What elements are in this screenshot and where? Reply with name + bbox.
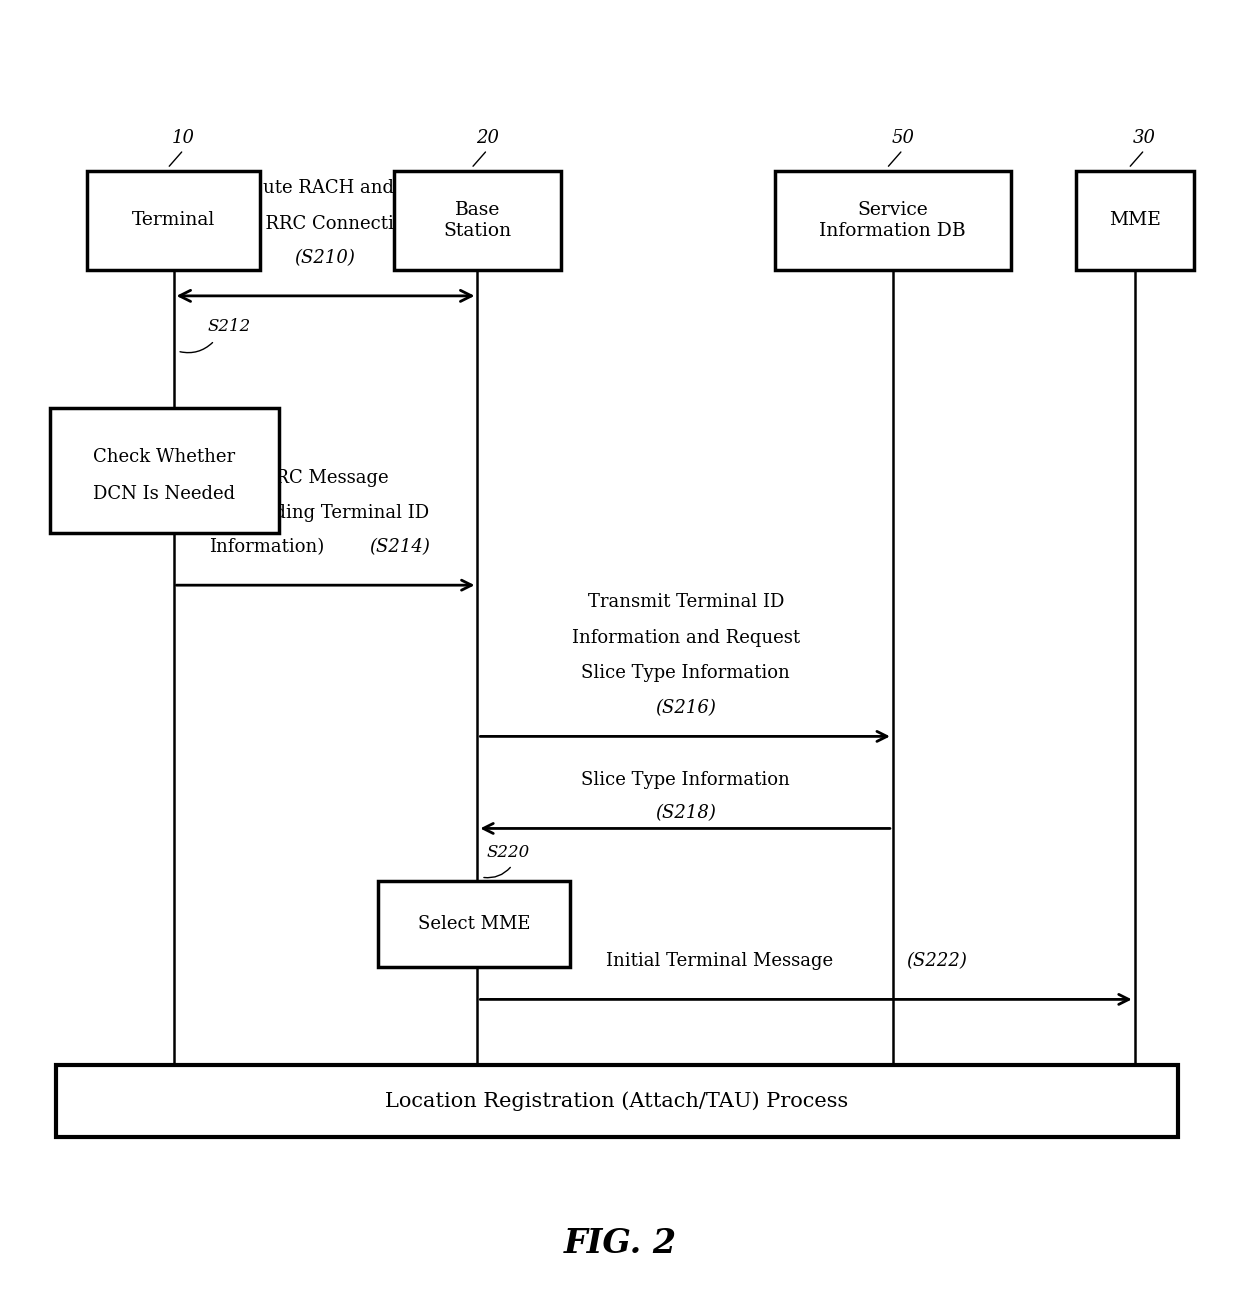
Text: 10: 10 — [172, 129, 195, 147]
Bar — [56, 1065, 1178, 1137]
Text: Slice Type Information: Slice Type Information — [582, 771, 790, 789]
Text: (Including Terminal ID: (Including Terminal ID — [221, 504, 429, 522]
Text: 30: 30 — [1133, 129, 1156, 147]
Text: MME: MME — [1109, 212, 1161, 229]
Text: Terminal: Terminal — [131, 212, 216, 229]
Bar — [775, 171, 1011, 270]
Text: Service
Information DB: Service Information DB — [820, 201, 966, 239]
Bar — [378, 881, 570, 967]
Bar — [394, 171, 560, 270]
Text: Execute RACH and Set: Execute RACH and Set — [219, 179, 430, 197]
Text: Slice Type Information: Slice Type Information — [582, 664, 790, 682]
Text: 20: 20 — [476, 129, 498, 147]
Text: S220: S220 — [486, 844, 529, 861]
Text: (S214): (S214) — [368, 538, 430, 556]
Text: (S210): (S210) — [294, 249, 356, 267]
Text: Transmit Terminal ID: Transmit Terminal ID — [588, 593, 784, 611]
Text: S212: S212 — [207, 318, 250, 335]
Text: Information and Request: Information and Request — [572, 629, 800, 647]
Text: Information): Information) — [210, 538, 324, 556]
Text: (S218): (S218) — [655, 803, 717, 822]
Text: FIG. 2: FIG. 2 — [563, 1227, 677, 1260]
Text: Up RRC Connection: Up RRC Connection — [233, 214, 417, 233]
Text: DCN Is Needed: DCN Is Needed — [93, 485, 236, 502]
Text: 50: 50 — [892, 129, 914, 147]
Text: RRC Message: RRC Message — [262, 468, 388, 487]
Text: Check Whether: Check Whether — [93, 448, 236, 466]
Text: (S222): (S222) — [905, 952, 967, 970]
Text: Select MME: Select MME — [418, 915, 531, 932]
Text: Base
Station: Base Station — [444, 201, 511, 239]
Text: Location Registration (Attach/TAU) Process: Location Registration (Attach/TAU) Proce… — [386, 1091, 848, 1111]
Bar — [87, 171, 260, 270]
Bar — [50, 408, 279, 533]
Bar — [1076, 171, 1193, 270]
Text: Initial Terminal Message: Initial Terminal Message — [605, 952, 833, 970]
Text: (S216): (S216) — [655, 698, 717, 717]
